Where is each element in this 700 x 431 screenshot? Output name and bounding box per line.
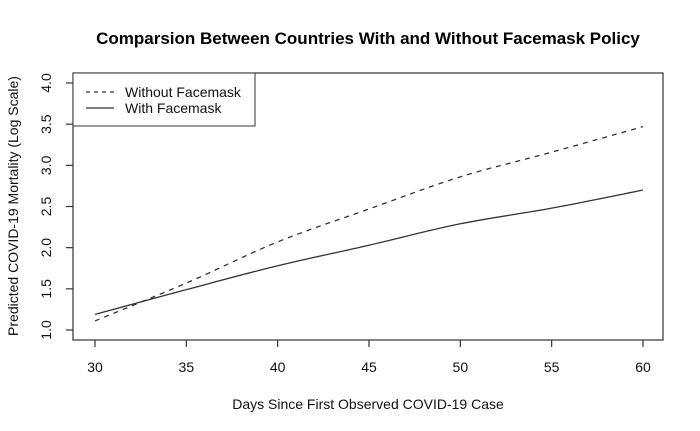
x-tick-label: 30 — [87, 359, 103, 375]
legend-box — [72, 72, 256, 127]
y-tick-label: 2.0 — [38, 238, 54, 258]
legend-label-with-facemask: With Facemask — [125, 100, 222, 116]
y-tick-label: 3.0 — [38, 155, 54, 175]
y-tick-label: 3.5 — [38, 114, 54, 134]
legend: Without Facemask With Facemask — [72, 72, 256, 127]
legend-label-without-facemask: Without Facemask — [125, 84, 242, 100]
x-axis: 30 35 40 45 50 55 60 — [87, 340, 651, 375]
y-tick-label: 1.0 — [38, 320, 54, 340]
y-axis: 1.0 1.5 2.0 2.5 3.0 3.5 4.0 — [38, 73, 73, 340]
chart-title: Comparsion Between Countries With and Wi… — [96, 29, 640, 48]
y-axis-title: Predicted COVID-19 Mortality (Log Scale) — [5, 76, 21, 336]
x-tick-label: 40 — [270, 359, 286, 375]
x-tick-label: 50 — [453, 359, 469, 375]
x-tick-label: 35 — [179, 359, 195, 375]
y-tick-label: 2.5 — [38, 197, 54, 217]
x-tick-label: 55 — [544, 359, 560, 375]
y-tick-label: 1.5 — [38, 279, 54, 299]
x-tick-label: 60 — [635, 359, 651, 375]
with-facemask-line — [94, 189, 644, 315]
x-axis-title: Days Since First Observed COVID-19 Case — [232, 396, 504, 412]
series-layer — [94, 126, 644, 322]
x-tick-label: 45 — [361, 359, 377, 375]
y-tick-label: 4.0 — [38, 73, 54, 93]
